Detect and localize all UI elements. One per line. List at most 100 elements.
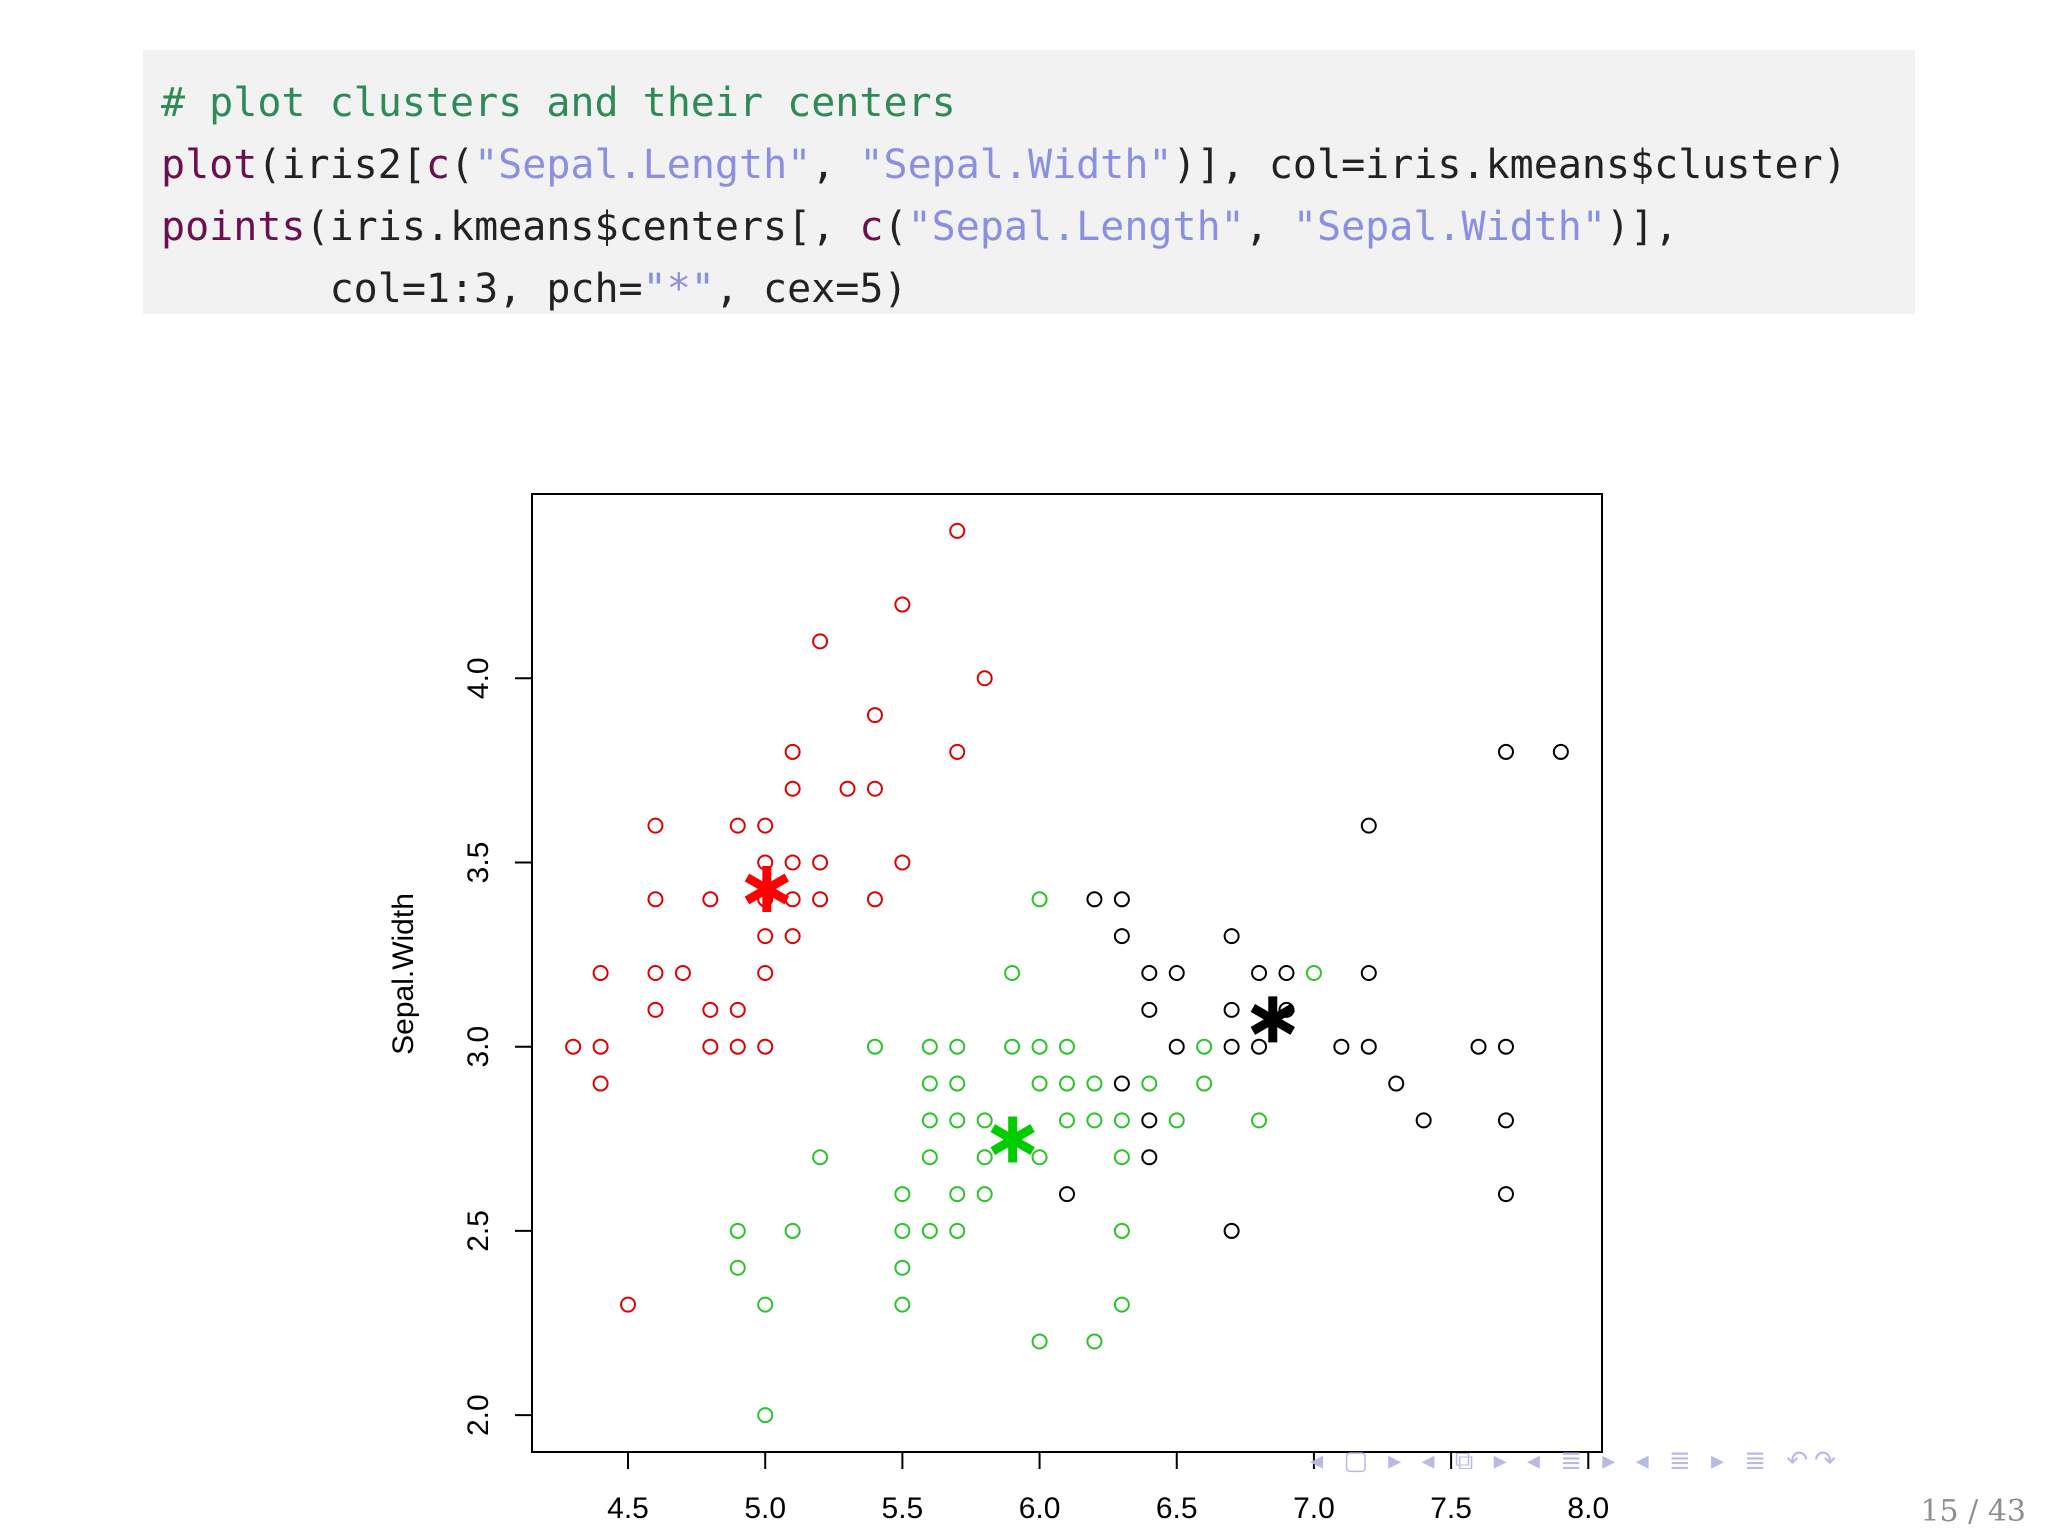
data-point [1196,1075,1213,1092]
data-point [729,1038,746,1055]
data-point [1497,743,1514,760]
points-layer [565,522,1569,1424]
code-token: "*" [642,266,715,312]
code-line: # plot clusters and their centers [161,80,956,126]
data-point [921,1075,938,1092]
data-point [1415,1112,1432,1129]
code-token: # plot clusters and their centers [161,80,956,126]
y-tick-label: 3.0 [462,1026,495,1068]
data-point [1031,1038,1048,1055]
data-point [1360,965,1377,981]
data-point [812,854,829,871]
data-point [949,1222,966,1239]
data-point [647,965,664,981]
data-point [1305,965,1322,981]
data-point [866,707,883,724]
data-point [1360,1038,1377,1055]
x-tick-label: 5.0 [744,1492,786,1525]
data-point [729,817,746,834]
x-axis: 4.5 5.0 5.5 6.0 6.5 7.0 7.5 8.0 [607,1451,1609,1525]
y-tick-label: 2.5 [462,1210,495,1252]
y-axis-label: Sepal.Width [387,893,420,1055]
page-number: 15 / 43 [1920,1494,2026,1529]
data-point [647,817,664,834]
data-point [839,780,856,797]
x-tick-label: 6.0 [1019,1492,1061,1525]
data-point [1031,1333,1048,1350]
data-point [1113,1112,1130,1129]
data-point [1086,1333,1103,1350]
y-axis: 2.0 2.5 3.0 3.5 4.0 [462,657,533,1436]
data-point [921,1222,938,1239]
code-token: points [161,204,306,250]
data-point [921,1112,938,1129]
data-point [647,1001,664,1018]
data-point [1086,891,1103,908]
data-point [949,522,966,539]
code-text: # plot clusters and their centers plot(i… [143,50,1915,320]
data-point [729,1222,746,1239]
data-point [784,743,801,760]
data-point [894,1222,911,1239]
data-point [1470,1038,1487,1055]
x-tick-label: 6.5 [1156,1492,1198,1525]
data-point [1004,1038,1021,1055]
data-point [949,1075,966,1092]
data-point [784,928,801,945]
data-point [1059,1038,1075,1055]
data-point [620,1296,637,1313]
data-point [1497,1038,1514,1055]
data-point [812,891,829,908]
data-point [757,1407,774,1424]
data-point [702,891,719,908]
code-token: (iris.kmeans$centers[, [305,204,860,250]
data-point [1141,965,1158,981]
data-point [1141,1001,1158,1018]
code-token: , [811,142,860,188]
data-point [1223,1001,1240,1018]
data-point [976,1186,993,1203]
data-point [1059,1075,1075,1092]
data-point [592,965,609,981]
data-point [1168,1112,1185,1129]
data-point [1497,1186,1514,1203]
code-token: "Sepal.Width" [1292,204,1606,250]
data-point [757,1038,774,1055]
code-line: col=1:3, pch="*", cex=5) [161,266,908,312]
data-point [894,1186,911,1203]
x-tick-label: 5.5 [882,1492,924,1525]
data-point [921,1149,938,1166]
data-point [1278,965,1295,981]
data-point [1141,1149,1158,1166]
data-point [1031,1149,1048,1166]
data-point [1333,1038,1350,1055]
data-point [1113,891,1130,908]
code-token: ( [883,204,908,250]
slide-navigation[interactable]: ◂ ▢ ▸ ◂ ⧉ ▸ ◂ ≣ ▸ ◂ ≣ ▸ ≣ ↶↷ [1310,1446,1842,1476]
data-point [1497,1112,1514,1129]
code-token: "Sepal.Length" [474,142,812,188]
data-point [812,633,829,650]
centers-layer [744,865,1295,1163]
code-block: # plot clusters and their centers plot(i… [143,50,1915,314]
data-point [1360,817,1377,834]
data-point [1086,1112,1103,1129]
data-point [894,854,911,871]
code-token: )], [1605,204,1679,250]
data-point [647,891,664,908]
data-point [1086,1075,1103,1092]
data-point [866,1038,883,1055]
data-point [784,780,801,797]
data-point [1059,1112,1075,1129]
code-token: c [425,142,450,188]
data-point [729,1259,746,1276]
code-token: )], col=iris.kmeans$cluster) [1172,142,1847,188]
data-point [1168,1038,1185,1055]
plot-frame [531,493,1603,1453]
code-token: , cex=5) [714,266,908,312]
data-point [949,743,966,760]
data-point [866,780,883,797]
x-tick-label: 7.0 [1293,1492,1335,1525]
data-point [729,1001,746,1018]
code-token: ( [450,142,475,188]
